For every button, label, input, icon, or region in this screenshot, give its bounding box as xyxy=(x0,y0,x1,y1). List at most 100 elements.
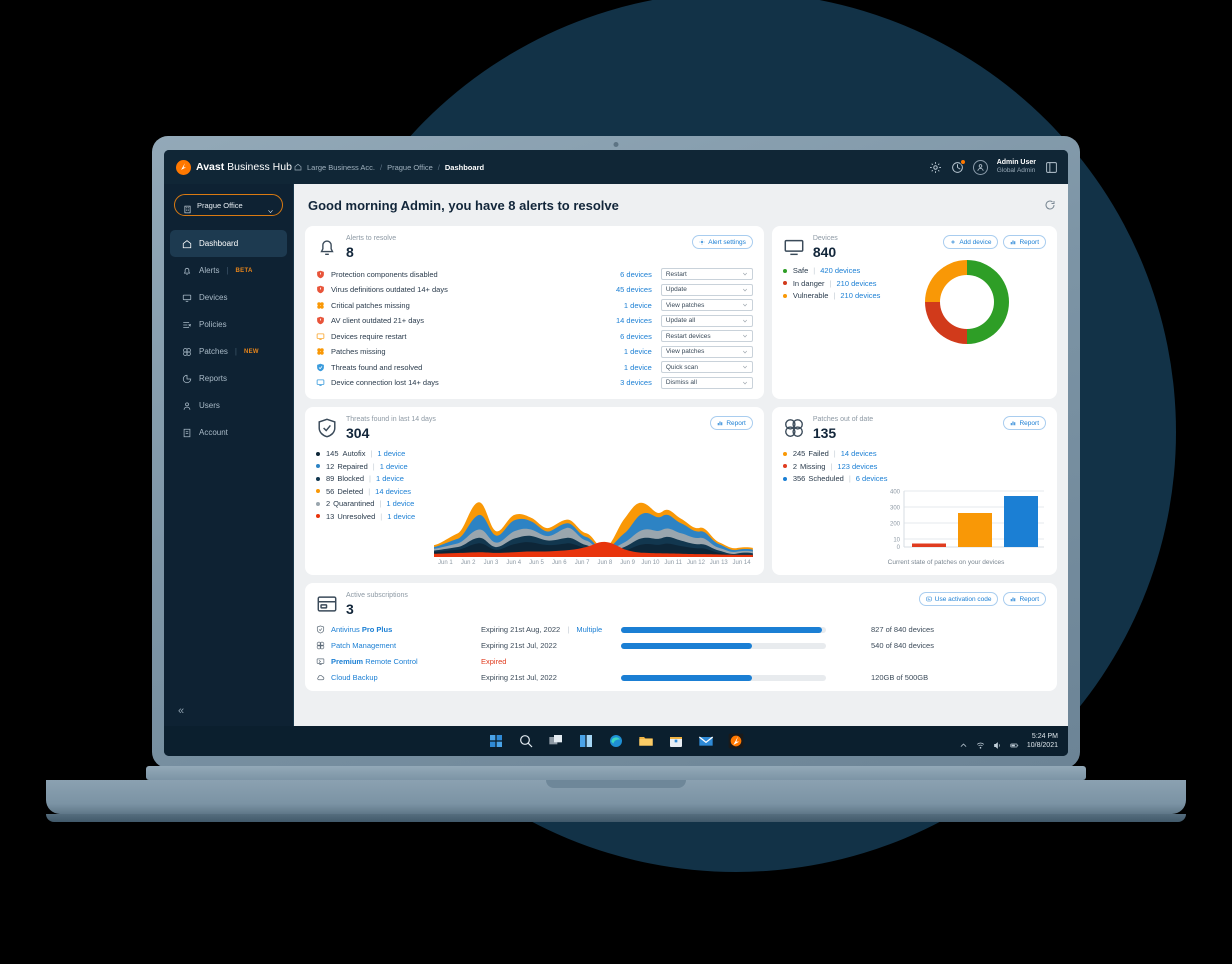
alert-device-count[interactable]: 1 device xyxy=(623,347,652,357)
legend-value[interactable]: 14 devices xyxy=(840,449,877,459)
use-activation-code-button[interactable]: Use activation code xyxy=(918,592,999,607)
alert-action-select[interactable]: Dismiss all xyxy=(660,376,753,389)
legend-value[interactable]: 420 devices xyxy=(820,266,861,276)
subscription-multiple-link[interactable]: Multiple xyxy=(576,625,603,635)
alert-action-select[interactable]: Update xyxy=(660,283,753,296)
alert-action-select[interactable]: Quick scan xyxy=(660,361,753,374)
brand-logo-area[interactable]: Avast Business Hub xyxy=(164,159,294,175)
legend-value[interactable]: 123 devices xyxy=(837,461,878,471)
legend-value[interactable]: 1 device xyxy=(386,499,415,509)
sidebar-item-alerts[interactable]: Alerts | BETA xyxy=(170,257,287,284)
wifi-icon[interactable] xyxy=(976,737,985,749)
sidebar-collapse-button[interactable]: « xyxy=(164,696,293,726)
alert-device-count[interactable]: 1 device xyxy=(623,300,652,310)
patches-card-header: Patches out of date 135 Report xyxy=(783,416,1046,441)
legend-divider: | xyxy=(370,449,373,459)
patches-card-count: 135 xyxy=(812,425,837,442)
alert-action-select[interactable]: View patches xyxy=(660,345,753,358)
taskbar-clock[interactable]: 5:24 PM 10/8/2021 xyxy=(1027,732,1058,750)
start-icon[interactable] xyxy=(488,733,504,749)
x-tick: Jun 3 xyxy=(483,560,499,567)
alert-device-count[interactable]: 6 devices xyxy=(620,269,652,279)
dashboard-grid: Alerts to resolve 8 Alert settings xyxy=(294,226,1068,726)
gear-icon[interactable] xyxy=(929,161,942,174)
devices-report-button[interactable]: Report xyxy=(1003,235,1046,249)
threats-report-button[interactable]: Report xyxy=(710,416,753,431)
task-view-icon[interactable] xyxy=(548,733,564,749)
user-info[interactable]: Admin User Global Admin xyxy=(997,159,1036,176)
legend-value[interactable]: 1 device xyxy=(375,474,404,484)
breadcrumb-item-dashboard: Dashboard xyxy=(444,162,485,172)
file-explorer-icon[interactable] xyxy=(638,733,654,749)
subscription-name[interactable]: Premium Remote Control xyxy=(331,657,481,666)
battery-icon[interactable] xyxy=(1010,737,1019,747)
svg-text:10: 10 xyxy=(893,538,900,544)
legend-value[interactable]: 1 device xyxy=(387,511,416,521)
subscriptions-card: Active subscriptions 3 Use activation co… xyxy=(305,583,1057,692)
sidebar-item-users[interactable]: Users xyxy=(170,392,287,419)
laptop-screen: Avast Business Hub Large Business Acc. /… xyxy=(164,150,1068,756)
microsoft-store-icon[interactable] xyxy=(668,733,684,749)
legend-value[interactable]: 1 device xyxy=(379,461,408,471)
legend-divider: | xyxy=(369,474,371,484)
sidebar-item-devices[interactable]: Devices xyxy=(170,284,287,311)
volume-icon[interactable] xyxy=(993,737,1002,749)
breadcrumb-item-office[interactable]: Prague Office xyxy=(387,162,433,172)
alert-device-count[interactable]: 1 device xyxy=(623,362,652,372)
subscription-usage: 540 of 840 devices xyxy=(871,641,934,651)
widgets-icon[interactable] xyxy=(578,733,594,749)
devices-card-count: 840 xyxy=(812,244,837,261)
sidebar-item-patches[interactable]: Patches | NEW xyxy=(170,338,287,365)
subscriptions-card-subtitle: Active subscriptions xyxy=(346,592,408,600)
patches-card-titles: Patches out of date 135 xyxy=(813,416,873,441)
subscription-row: Patch Management Expiring 21st Jul, 2022… xyxy=(316,641,1046,650)
legend-value[interactable]: 210 devices xyxy=(836,278,877,288)
subscription-name[interactable]: Patch Management xyxy=(331,641,481,650)
reports-icon xyxy=(182,374,192,384)
panel-icon[interactable] xyxy=(1045,161,1058,174)
alert-device-count[interactable]: 14 devices xyxy=(615,316,652,326)
legend-count: 245 xyxy=(792,449,806,459)
avatar[interactable] xyxy=(972,159,988,175)
alert-action-select[interactable]: Restart devices xyxy=(660,330,753,343)
legend-dot-in-danger xyxy=(782,281,787,286)
sidebar: Prague Office Dashboard Alerts xyxy=(164,184,294,726)
legend-value[interactable]: 14 devices xyxy=(375,486,412,496)
devices-card-titles: Devices 840 xyxy=(813,235,838,260)
sidebar-item-reports[interactable]: Reports xyxy=(170,365,287,392)
legend-value[interactable]: 1 device xyxy=(377,449,406,459)
threats-card-actions: Report xyxy=(710,416,753,431)
avast-icon[interactable] xyxy=(728,733,744,749)
alert-settings-button[interactable]: Alert settings xyxy=(692,235,753,249)
search-icon[interactable] xyxy=(518,733,534,749)
notification-icon[interactable] xyxy=(951,158,966,174)
legend-value[interactable]: 210 devices xyxy=(840,291,881,301)
office-selector[interactable]: Prague Office xyxy=(174,194,283,216)
alert-device-count[interactable]: 3 devices xyxy=(620,378,652,388)
alert-action-select[interactable]: View patches xyxy=(660,299,753,312)
edge-icon[interactable] xyxy=(608,733,624,749)
alert-device-count[interactable]: 6 devices xyxy=(620,331,652,341)
mail-icon[interactable] xyxy=(698,733,714,749)
sidebar-item-policies[interactable]: Policies xyxy=(170,311,287,338)
sidebar-item-dashboard[interactable]: Dashboard xyxy=(170,230,287,257)
subscription-name[interactable]: Antivirus Pro Plus xyxy=(331,625,481,634)
add-device-button[interactable]: Add device xyxy=(943,235,999,249)
home-icon xyxy=(294,163,302,171)
subscription-name[interactable]: Cloud Backup xyxy=(331,673,481,682)
chevron-up-icon[interactable] xyxy=(959,737,968,747)
alert-action-select[interactable]: Update all xyxy=(660,314,753,327)
legend-divider: | xyxy=(830,461,833,471)
refresh-icon[interactable] xyxy=(1044,199,1056,211)
patches-report-button[interactable]: Report xyxy=(1003,416,1046,431)
sidebar-item-account[interactable]: Account xyxy=(170,419,287,446)
alert-device-count[interactable]: 45 devices xyxy=(615,285,652,295)
subscriptions-report-button[interactable]: Report xyxy=(1003,592,1046,607)
progress-fill xyxy=(621,674,753,681)
legend-value[interactable]: 6 devices xyxy=(855,474,888,484)
alert-action-select[interactable]: Restart xyxy=(660,268,753,281)
legend-count: 2 xyxy=(792,461,798,471)
breadcrumb-item-account[interactable]: Large Business Acc. xyxy=(307,162,375,172)
chevron-down-icon xyxy=(742,287,748,293)
bell-icon xyxy=(182,266,192,276)
